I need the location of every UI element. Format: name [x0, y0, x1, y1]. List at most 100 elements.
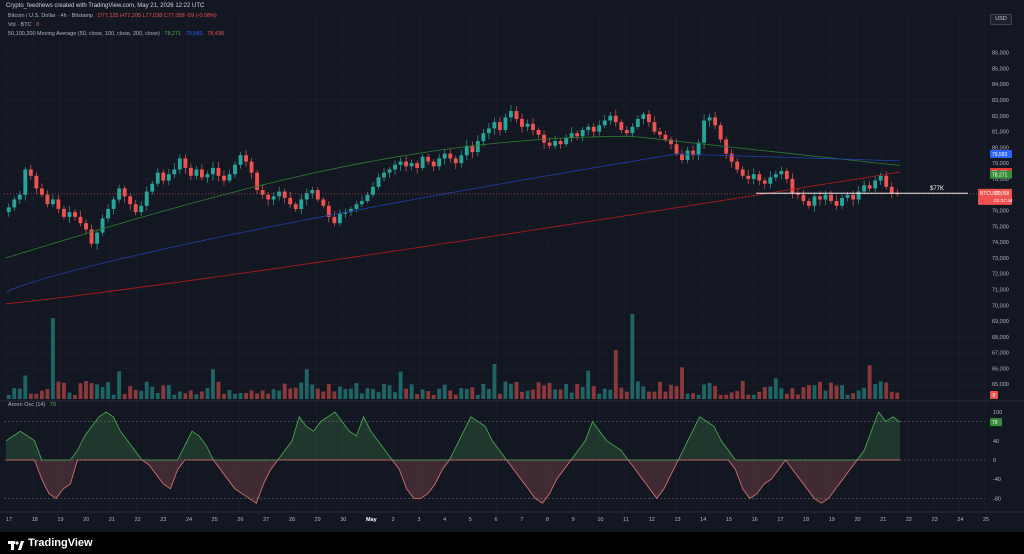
candle-body [45, 194, 50, 205]
candle-body [630, 126, 635, 134]
candle-body [288, 197, 293, 205]
volume-value: 8 [36, 22, 40, 28]
aroon-axis-label: -80 [993, 496, 1001, 502]
candle-body [707, 117, 712, 121]
support-label: $77K [930, 186, 944, 192]
volume-bar [602, 388, 607, 399]
volume-bar [713, 385, 718, 399]
candle-body [62, 208, 66, 217]
candle-body [233, 164, 237, 175]
candle-body [343, 212, 348, 214]
volume-bar [371, 389, 375, 399]
aroon-legend[interactable]: Aroon Osc (14) 79 [8, 402, 56, 408]
candle-body [773, 174, 778, 178]
volume-bar [442, 384, 447, 399]
volume-bar [464, 388, 469, 399]
candle-body [398, 161, 403, 165]
volume-bar [271, 389, 276, 399]
time-tick-label: 4 [443, 517, 446, 523]
time-tick-label: 9 [572, 517, 575, 523]
tradingview-brand: TradingView [28, 537, 93, 549]
symbol-legend[interactable]: Bitcoin / U.S. Dollar · 4h · Bitstamp O7… [8, 13, 217, 19]
volume-bar [740, 381, 745, 399]
volume-bar [751, 394, 756, 399]
candle-body [244, 155, 248, 162]
candle-body [878, 175, 883, 181]
volume-bar [823, 390, 828, 399]
aroon-label: Aroon Osc (14) [8, 402, 46, 408]
candle-body [172, 169, 177, 175]
volume-bar [177, 391, 182, 399]
candle-body [282, 191, 287, 198]
volume-bar [586, 370, 591, 399]
candle-body [310, 190, 315, 194]
volume-bar [569, 392, 574, 399]
candle-body [12, 199, 17, 208]
candle-body [315, 190, 320, 200]
volume-bar [840, 385, 844, 399]
candle-body [100, 218, 105, 233]
volume-bar [801, 387, 806, 399]
price-tick-label: 86,000 [992, 51, 1009, 57]
volume-bar [255, 393, 260, 399]
candle-body [884, 175, 889, 187]
volume-bar [597, 393, 602, 399]
candle-body [23, 169, 28, 195]
volume-bar [67, 392, 72, 399]
candle-body [525, 123, 530, 127]
volume-bar [856, 390, 861, 399]
volume-bar [851, 393, 856, 399]
candle-body [205, 174, 210, 178]
volume-bar [100, 387, 105, 399]
volume-bar [161, 385, 166, 399]
volume-bar [459, 388, 464, 399]
candle-body [404, 161, 409, 167]
candle-body [277, 191, 282, 197]
volume-bar [260, 390, 265, 399]
time-tick-label: 23 [932, 517, 938, 523]
volume-bar [889, 391, 894, 399]
volume-bar [762, 387, 767, 399]
volume-bar [724, 394, 729, 399]
volume-bar [28, 393, 33, 399]
volume-bar [205, 388, 210, 399]
volume-bar [812, 385, 817, 399]
time-tick-label: 23 [160, 517, 166, 523]
candle-body [757, 174, 762, 181]
currency-button[interactable]: USD [990, 14, 1012, 25]
volume-bar [95, 384, 99, 399]
candle-body [762, 180, 767, 184]
candle-body [199, 169, 204, 178]
volume-bar [768, 386, 773, 399]
candle-body [564, 137, 569, 145]
volume-legend[interactable]: Vol · BTC 8 [8, 22, 39, 28]
candle-body [591, 126, 596, 132]
volume-bar [128, 386, 133, 399]
volume-bar [277, 390, 282, 399]
volume-bar [17, 388, 22, 399]
candle-body [464, 145, 469, 156]
candle-body [680, 153, 684, 160]
candle-body [746, 175, 751, 179]
candle-body [459, 155, 464, 164]
time-tick-label: 18 [32, 517, 38, 523]
volume-bar [404, 388, 409, 399]
chart-canvas[interactable]: 86,000 85,000 84,000 83,000 82,000 81,000 80,0… [0, 0, 1024, 532]
aroon-badge [990, 418, 1002, 427]
aroon-axis-label: 40 [993, 439, 999, 445]
candle-body [553, 141, 558, 146]
tradingview-logo[interactable]: TradingView [8, 537, 93, 550]
volume-bar [807, 385, 811, 399]
volume-bar [503, 381, 508, 399]
volume-bar [89, 383, 94, 399]
volume-bar [437, 388, 442, 399]
time-tick-label: 17 [6, 517, 12, 523]
candle-body [873, 180, 878, 189]
price-tick-label: 79,000 [992, 161, 1009, 167]
candle-body [779, 171, 784, 175]
volume-bar [293, 387, 298, 399]
ma-legend[interactable]: 50,100,200 Moving Average (50, close, 10… [8, 31, 224, 37]
time-tick-label: 19 [57, 517, 63, 523]
volume-bar [547, 382, 552, 399]
